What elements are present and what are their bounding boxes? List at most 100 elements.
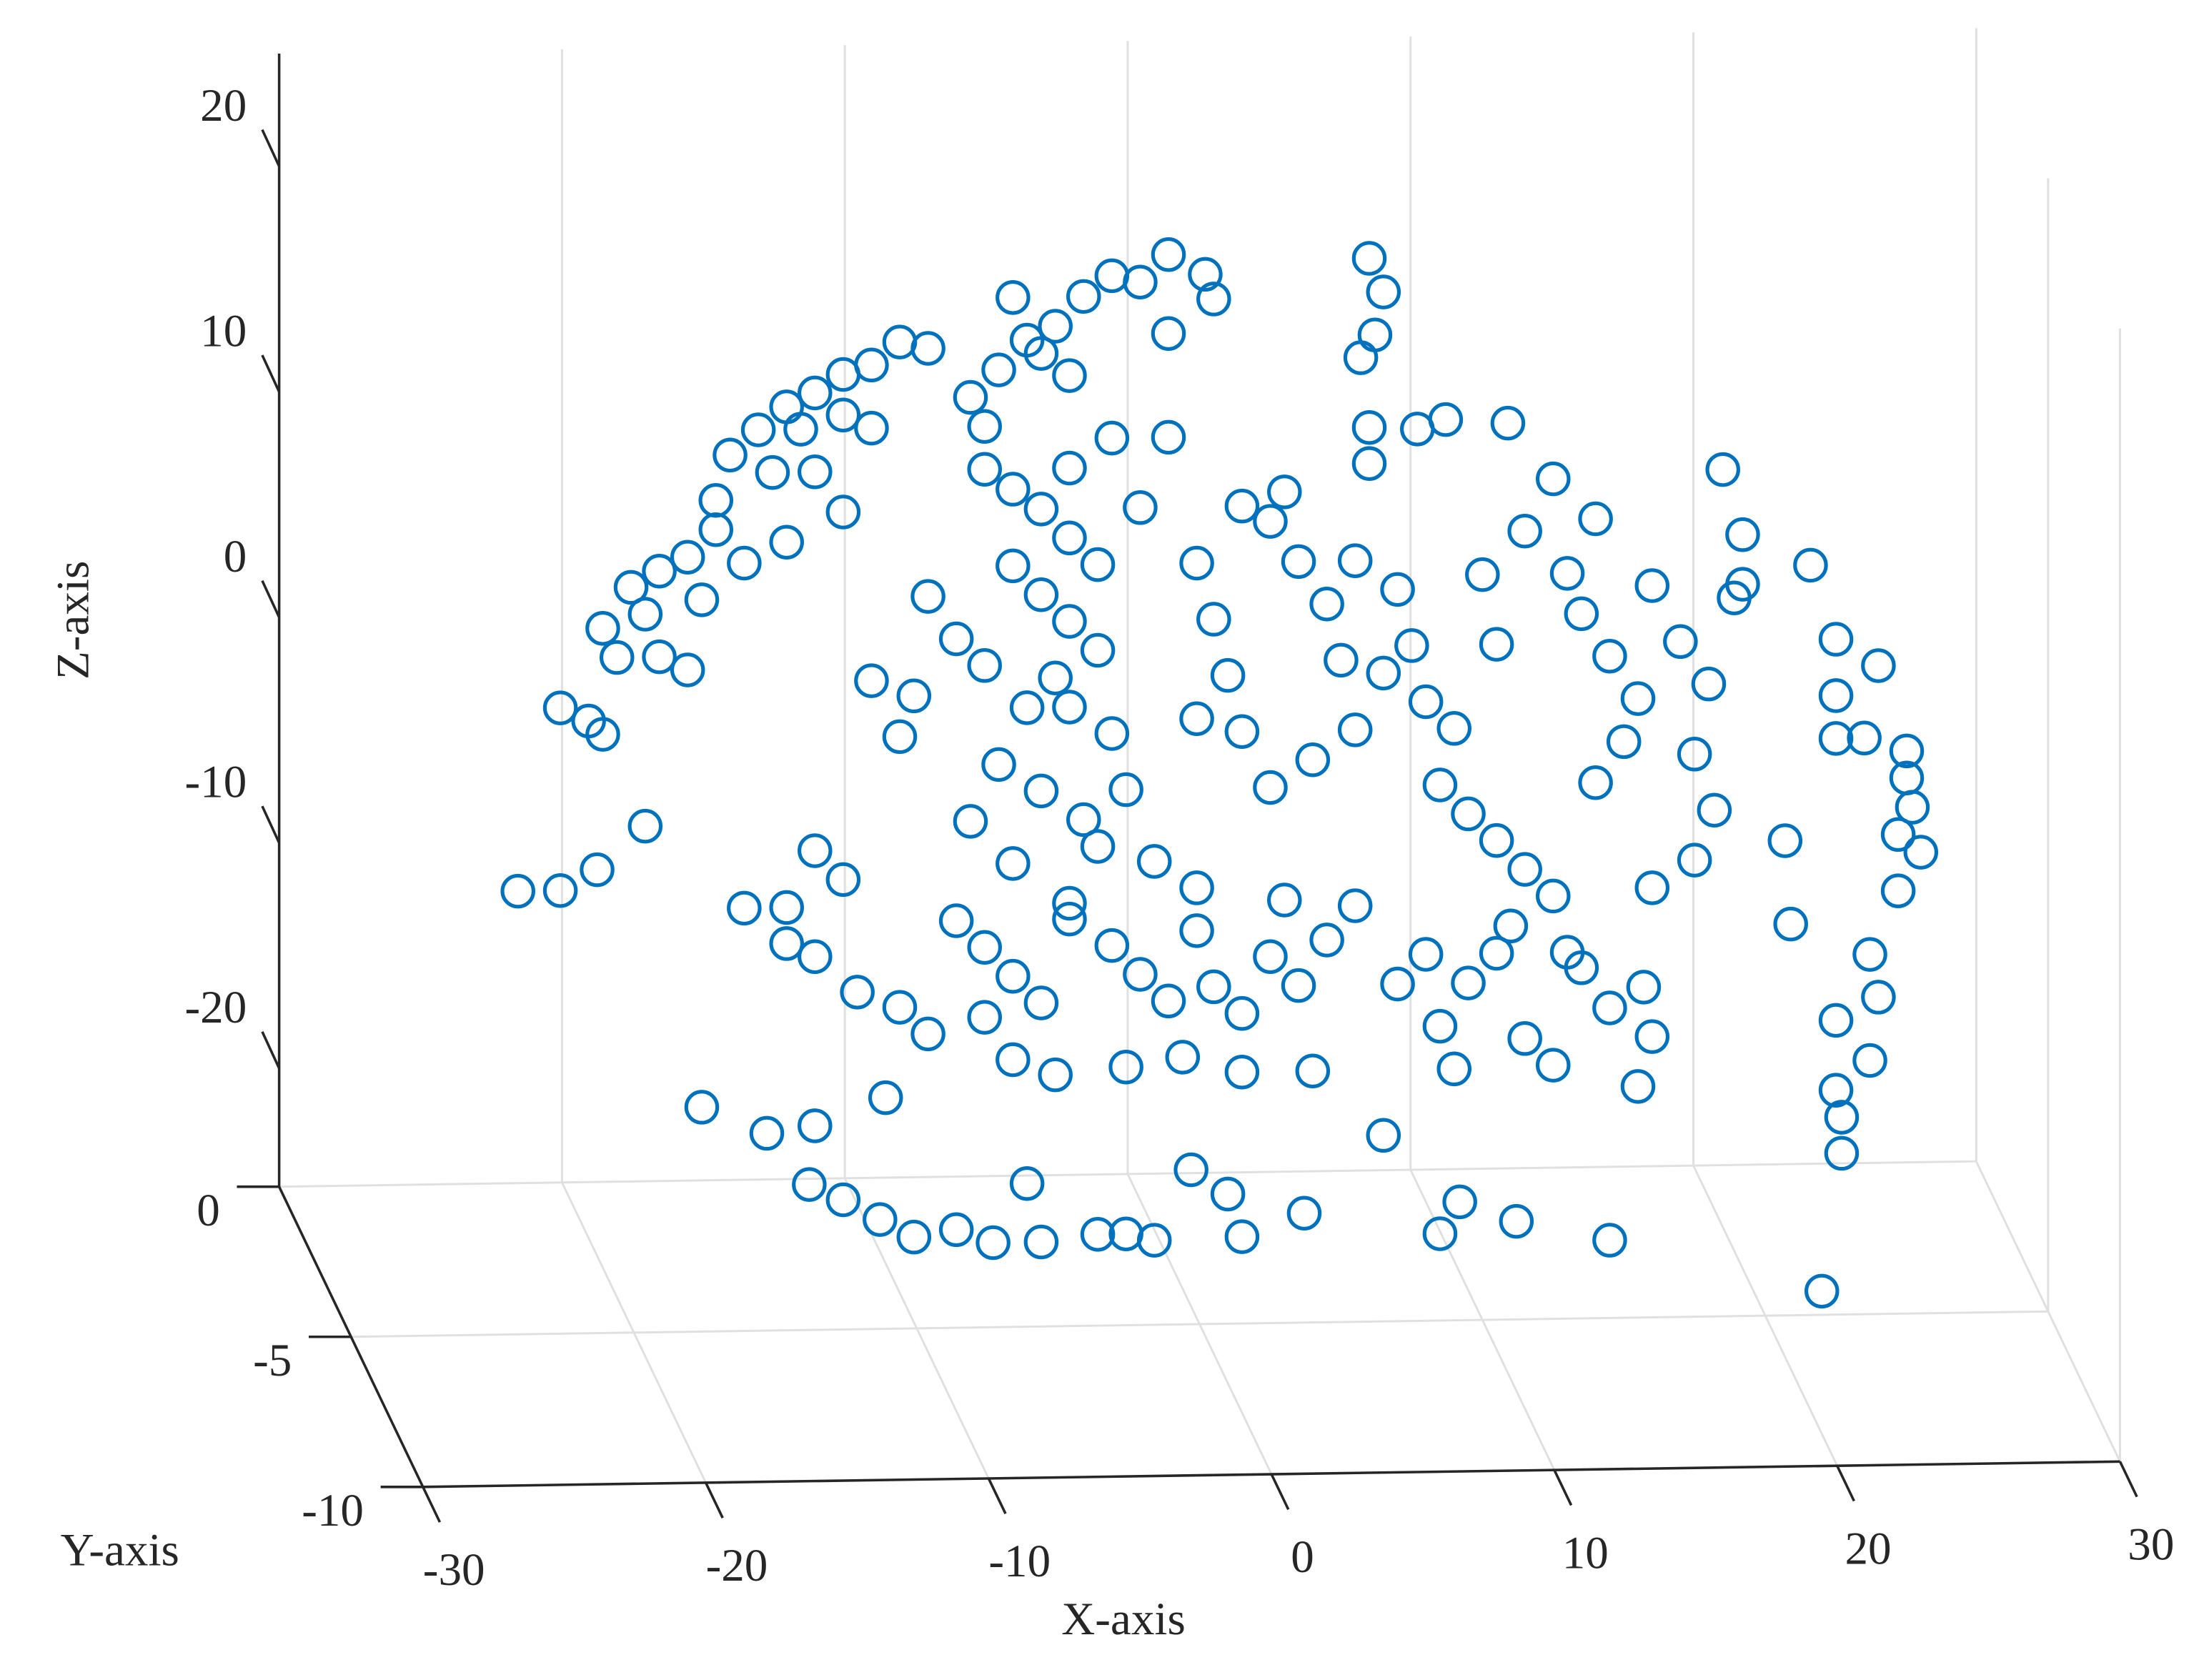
point xyxy=(1880,873,1916,908)
point xyxy=(1253,504,1288,539)
point xyxy=(698,482,734,518)
point xyxy=(1309,586,1344,622)
point xyxy=(1507,1021,1542,1056)
point xyxy=(1295,1053,1331,1089)
point xyxy=(798,939,833,975)
z-tick xyxy=(261,1030,281,1069)
point xyxy=(996,1042,1031,1078)
point xyxy=(1400,412,1435,447)
point xyxy=(792,1167,827,1202)
x-tick xyxy=(704,1482,724,1519)
point xyxy=(840,975,875,1010)
point xyxy=(585,611,620,646)
point xyxy=(1151,419,1186,455)
point xyxy=(749,1115,785,1151)
point xyxy=(1535,878,1571,914)
point xyxy=(825,494,861,530)
point xyxy=(1818,721,1854,756)
x-tick xyxy=(987,1478,1007,1515)
point xyxy=(1351,409,1387,445)
point xyxy=(542,690,578,725)
point xyxy=(670,540,705,575)
point xyxy=(1337,712,1373,747)
point xyxy=(868,1080,903,1115)
z-tick xyxy=(261,580,281,618)
x-axis-label: X-axis xyxy=(1061,1594,1185,1645)
point xyxy=(1493,908,1529,944)
point xyxy=(996,958,1031,994)
point xyxy=(1210,657,1246,693)
point xyxy=(967,1000,1003,1035)
point xyxy=(1451,965,1486,1000)
point xyxy=(1861,980,1896,1015)
y-tick-label: -10 xyxy=(302,1485,364,1536)
point xyxy=(1267,474,1302,510)
point xyxy=(1224,1219,1260,1254)
point xyxy=(599,640,635,675)
point xyxy=(1428,402,1464,437)
point xyxy=(1442,1184,1477,1220)
x-tick-label: -30 xyxy=(423,1544,485,1596)
point xyxy=(1267,883,1302,918)
point xyxy=(1549,935,1585,970)
point xyxy=(1564,596,1599,632)
point xyxy=(1578,765,1613,800)
point xyxy=(1436,1051,1471,1087)
point xyxy=(1351,446,1387,481)
point xyxy=(713,437,748,473)
point xyxy=(1408,684,1444,720)
point xyxy=(542,873,578,908)
point xyxy=(1436,711,1471,746)
point xyxy=(1818,678,1854,713)
point xyxy=(1507,514,1542,549)
point xyxy=(1422,767,1458,802)
point xyxy=(1767,823,1803,858)
point xyxy=(1717,580,1752,615)
point xyxy=(1080,547,1116,582)
point xyxy=(1499,1203,1534,1239)
point xyxy=(1793,547,1828,583)
point xyxy=(1009,690,1045,725)
point xyxy=(1634,1019,1670,1054)
z-tick xyxy=(261,129,281,167)
point xyxy=(1151,983,1186,1019)
point xyxy=(1465,557,1500,592)
point xyxy=(1804,1273,1840,1309)
point xyxy=(953,804,988,839)
point xyxy=(1080,1217,1116,1252)
point xyxy=(1023,492,1059,527)
point xyxy=(938,1212,974,1248)
point xyxy=(1408,937,1444,972)
point xyxy=(1677,843,1712,878)
point xyxy=(1023,336,1059,371)
point xyxy=(1535,1048,1571,1083)
point xyxy=(996,472,1031,507)
point xyxy=(910,579,945,614)
point xyxy=(953,379,988,415)
point xyxy=(1094,716,1130,751)
point xyxy=(1253,939,1288,974)
point xyxy=(1052,690,1087,725)
point xyxy=(1038,660,1073,696)
point xyxy=(1066,279,1101,314)
point xyxy=(1451,796,1486,832)
point xyxy=(1818,1073,1854,1108)
point xyxy=(1337,888,1373,923)
point xyxy=(996,548,1031,584)
point xyxy=(1634,568,1670,603)
point xyxy=(1422,1008,1458,1044)
point xyxy=(1123,957,1158,992)
point xyxy=(755,454,790,490)
point xyxy=(1535,461,1571,497)
point xyxy=(1052,885,1087,921)
x-tick xyxy=(2118,1461,2138,1498)
point xyxy=(1023,577,1059,612)
point xyxy=(1023,985,1059,1020)
point xyxy=(1224,995,1260,1031)
point xyxy=(1196,969,1231,1005)
point xyxy=(1224,488,1260,524)
point xyxy=(1818,622,1854,657)
point xyxy=(1286,1196,1322,1231)
point xyxy=(1818,1003,1854,1038)
